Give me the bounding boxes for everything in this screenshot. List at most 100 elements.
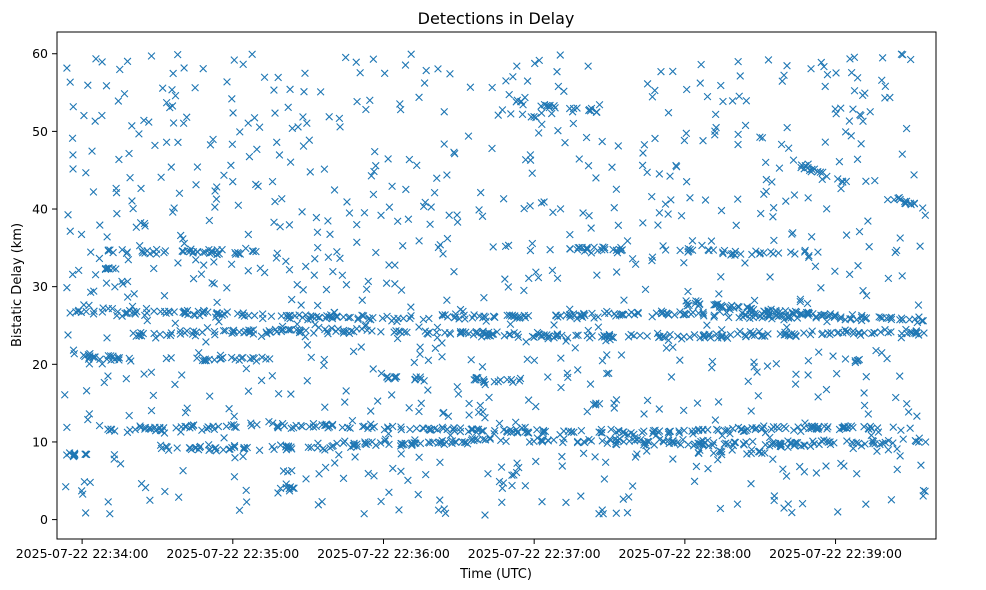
- data-point: [683, 302, 692, 310]
- data-point: [769, 455, 777, 463]
- data-point: [584, 62, 592, 70]
- data-point: [716, 504, 725, 513]
- data-point: [314, 439, 322, 448]
- data-point: [415, 93, 423, 102]
- data-point: [162, 138, 171, 147]
- data-point: [714, 426, 723, 435]
- data-point: [277, 194, 286, 203]
- data-point: [123, 277, 132, 286]
- data-point: [889, 439, 897, 447]
- data-point: [376, 439, 385, 447]
- data-point: [711, 300, 720, 309]
- data-point: [267, 312, 276, 321]
- data-point: [330, 459, 339, 467]
- data-point: [837, 184, 845, 193]
- data-point: [784, 331, 793, 340]
- data-point: [192, 180, 200, 189]
- data-point: [365, 314, 374, 323]
- data-point: [664, 210, 672, 218]
- data-point: [502, 77, 510, 85]
- data-point: [316, 88, 325, 96]
- data-point: [89, 287, 98, 295]
- data-point: [448, 437, 457, 445]
- data-point: [521, 423, 529, 432]
- data-point: [918, 317, 926, 325]
- data-point: [841, 355, 850, 363]
- data-point: [783, 61, 791, 70]
- data-point: [306, 168, 315, 176]
- data-point: [714, 334, 722, 342]
- data-point: [179, 235, 187, 243]
- data-point: [346, 313, 354, 322]
- data-point: [694, 309, 703, 317]
- data-point: [700, 333, 709, 342]
- data-point: [780, 71, 788, 80]
- data-point: [655, 405, 664, 413]
- data-point: [893, 445, 901, 453]
- data-point: [742, 332, 750, 341]
- data-point: [784, 500, 793, 508]
- data-point: [750, 296, 759, 305]
- data-point: [905, 315, 914, 324]
- data-point: [212, 183, 221, 191]
- data-point: [898, 315, 907, 324]
- data-point: [262, 355, 270, 363]
- data-point: [855, 227, 864, 236]
- data-point: [348, 416, 357, 425]
- data-point: [591, 453, 599, 461]
- data-point: [573, 104, 581, 112]
- data-point: [286, 85, 294, 94]
- data-point: [867, 424, 876, 433]
- data-point: [514, 463, 523, 472]
- x-tick-label: 2025-07-22 22:35:00: [166, 546, 299, 561]
- data-point: [235, 356, 244, 364]
- data-point: [690, 331, 699, 339]
- data-point: [680, 136, 689, 145]
- data-point: [98, 58, 106, 66]
- data-point: [559, 438, 567, 447]
- data-point: [513, 62, 521, 70]
- data-point: [228, 95, 236, 103]
- data-point: [362, 320, 370, 329]
- data-point: [711, 416, 720, 424]
- data-point: [354, 314, 362, 322]
- data-point: [685, 333, 694, 341]
- data-point: [173, 444, 181, 452]
- data-point: [648, 253, 657, 261]
- data-point: [708, 441, 717, 450]
- data-point: [523, 355, 532, 364]
- data-point: [147, 368, 156, 377]
- data-point: [699, 136, 707, 145]
- data-point: [137, 184, 145, 193]
- data-point: [822, 205, 831, 213]
- data-point: [628, 482, 637, 490]
- data-point: [790, 191, 799, 199]
- data-point: [910, 171, 918, 179]
- data-point: [91, 117, 99, 125]
- data-point: [165, 308, 174, 317]
- data-point: [481, 511, 489, 519]
- data-point: [205, 216, 214, 225]
- data-point: [95, 421, 104, 430]
- data-point: [895, 193, 903, 202]
- data-point: [822, 462, 830, 470]
- data-point: [597, 428, 605, 437]
- data-point: [180, 307, 188, 316]
- data-point: [103, 233, 111, 241]
- data-point: [643, 80, 652, 88]
- data-point: [391, 261, 399, 269]
- data-point: [524, 428, 532, 436]
- data-point: [823, 425, 831, 433]
- x-axis: 2025-07-22 22:34:00 2025-07-22 22:35:00 20…: [16, 539, 902, 561]
- data-point: [808, 165, 816, 174]
- data-point: [382, 279, 391, 287]
- data-point: [841, 326, 849, 334]
- data-point: [711, 110, 720, 119]
- data-point: [784, 443, 792, 452]
- data-point: [309, 423, 318, 431]
- data-point: [128, 122, 136, 130]
- data-point: [339, 329, 348, 337]
- data-point: [230, 328, 238, 337]
- data-point: [407, 303, 415, 311]
- x-tick-label: 2025-07-22 22:34:00: [16, 546, 149, 561]
